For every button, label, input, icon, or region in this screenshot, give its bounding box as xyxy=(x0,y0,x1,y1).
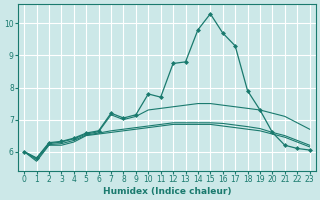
X-axis label: Humidex (Indice chaleur): Humidex (Indice chaleur) xyxy=(103,187,231,196)
